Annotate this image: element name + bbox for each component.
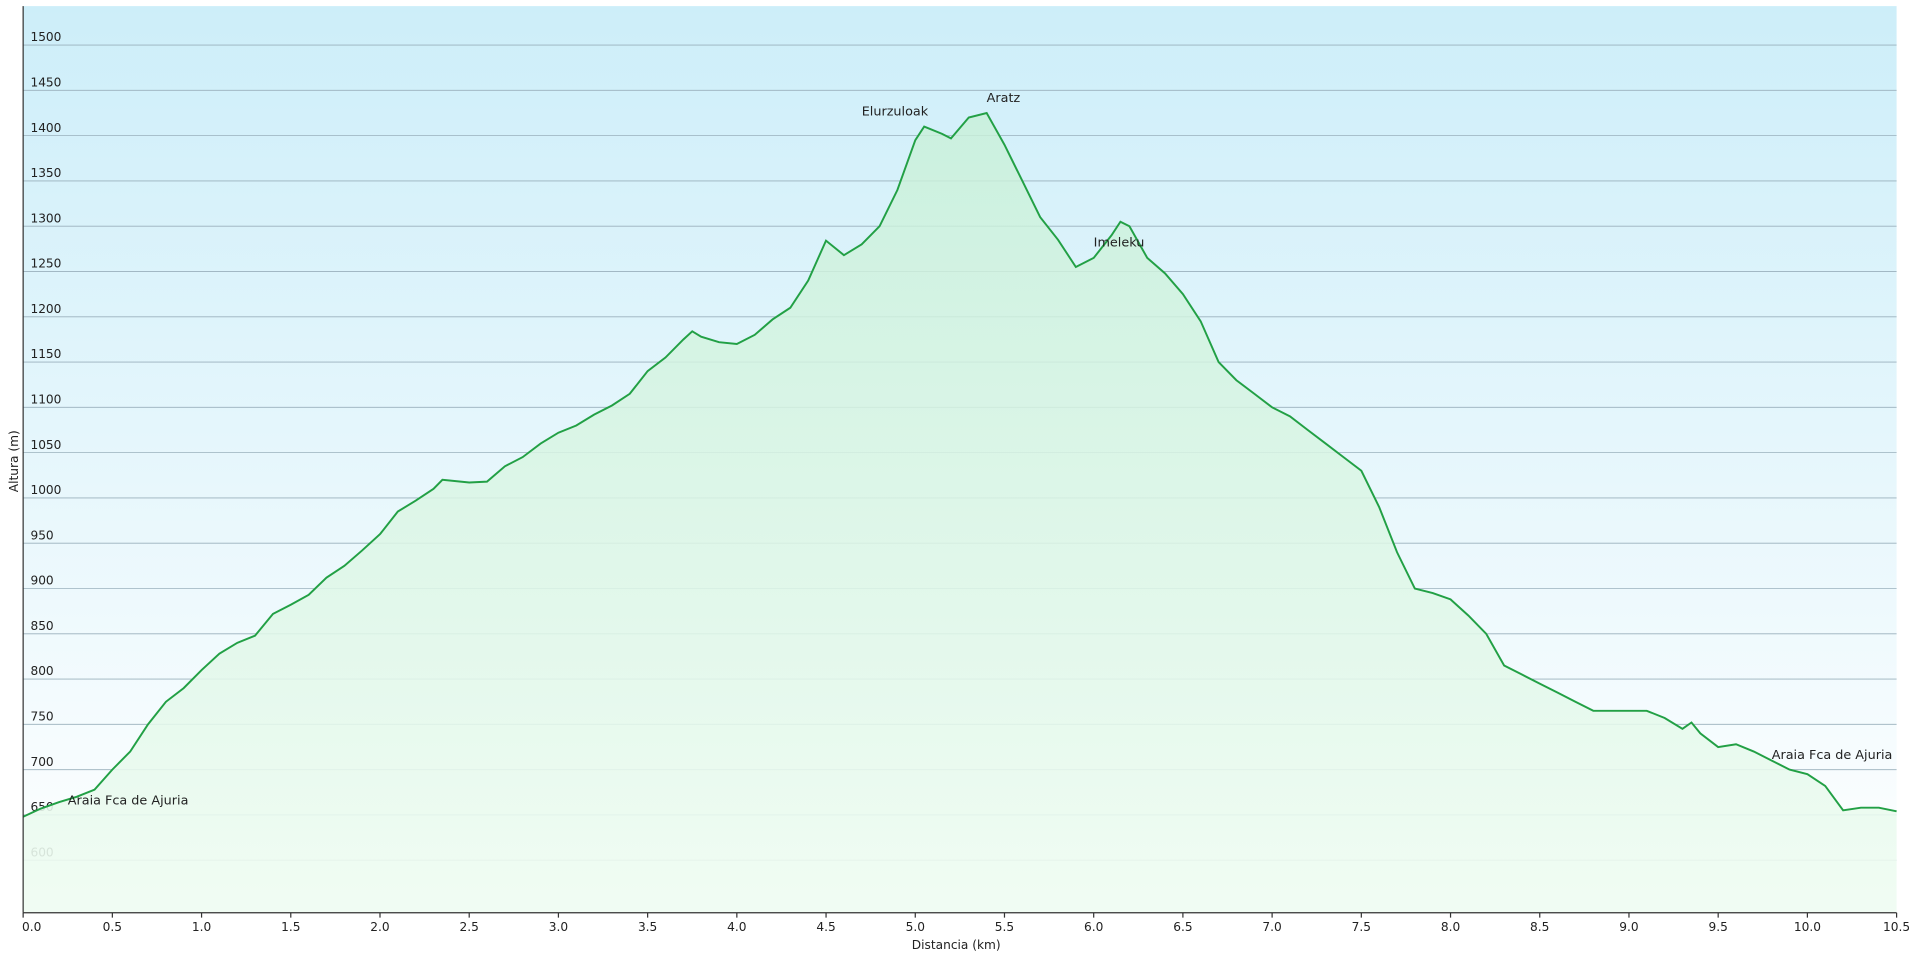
y-tick-label: 1250 — [30, 257, 61, 271]
y-tick-label: 1450 — [30, 76, 61, 90]
x-tick-label: 7.5 — [1352, 920, 1371, 934]
annotation: Aratz — [987, 91, 1021, 106]
y-tick-label: 1500 — [30, 30, 61, 44]
y-tick-label: 1000 — [30, 483, 61, 497]
y-tick-label: 1050 — [30, 438, 61, 452]
y-tick-label: 950 — [30, 528, 53, 542]
x-tick-label: 5.0 — [906, 920, 925, 934]
x-tick-label: 0.5 — [103, 920, 122, 934]
y-tick-label: 700 — [30, 755, 53, 769]
x-tick-label: 1.0 — [192, 920, 211, 934]
x-tick-label: 7.0 — [1262, 920, 1281, 934]
annotation: Imeleku — [1094, 236, 1145, 251]
y-tick-label: 850 — [30, 619, 53, 633]
x-tick-label: 9.0 — [1619, 920, 1638, 934]
y-tick-label: 1200 — [30, 302, 61, 316]
y-tick-label: 1350 — [30, 166, 61, 180]
line — [22, 111, 1897, 818]
annotation: Araia Fca de Ajuria — [1772, 748, 1893, 763]
x-tick-label: 8.5 — [1530, 920, 1549, 934]
x-tick-label: 10.0 — [1794, 920, 1821, 934]
x-tick-label: 4.0 — [727, 920, 746, 934]
x-tick-label: 8.0 — [1441, 920, 1460, 934]
x-tick-label: 2.0 — [370, 920, 389, 934]
y-tick-label: 800 — [30, 664, 53, 678]
x-tick-label: 1.5 — [281, 920, 300, 934]
annotation: Araia Fca de Ajuria — [68, 793, 189, 808]
x-tick-label: 6.5 — [1173, 920, 1192, 934]
x-tick-label: 6.0 — [1084, 920, 1103, 934]
annotation: Elurzuloak — [862, 104, 929, 119]
x-tick-label: 3.0 — [549, 920, 568, 934]
x-tick-label: 9.5 — [1708, 920, 1727, 934]
y-tick-label: 900 — [30, 574, 53, 588]
x-tick-label: 4.5 — [816, 920, 835, 934]
y-tick-label: 1100 — [30, 393, 61, 407]
x-tick-label: 3.5 — [638, 920, 657, 934]
y-tick-label: 1300 — [30, 211, 61, 225]
y-axis-label: Altura (m) — [7, 430, 21, 492]
y-tick-label: 750 — [30, 710, 53, 724]
x-tick-label: 10.5 — [1883, 920, 1910, 934]
x-tick-label: 5.5 — [995, 920, 1014, 934]
y-tick-label: 1150 — [30, 347, 61, 361]
x-axis-label: Distancia (km) — [912, 938, 1001, 952]
area — [23, 112, 1897, 913]
x-tick-label: 0.0 — [22, 920, 41, 934]
x-tick-label: 2.5 — [460, 920, 479, 934]
y-tick-label: 1400 — [30, 121, 61, 135]
